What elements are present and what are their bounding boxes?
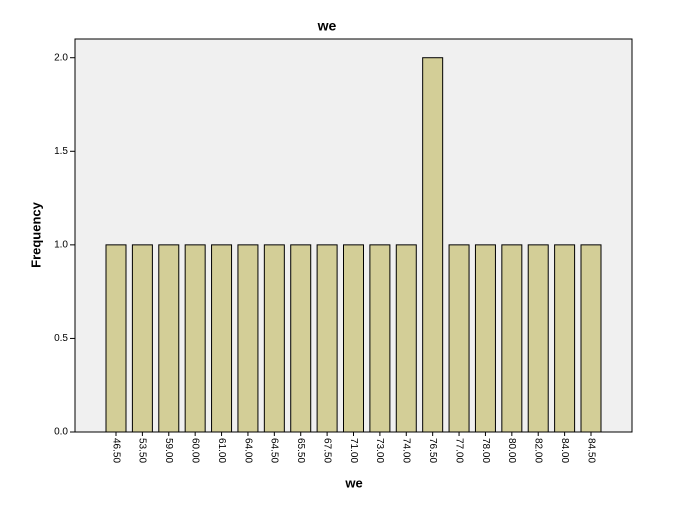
bar	[316, 244, 338, 433]
x-tick-label: 84.50	[585, 438, 596, 463]
bar	[527, 244, 549, 433]
bar	[448, 244, 470, 433]
bar	[105, 244, 127, 433]
bar	[580, 244, 602, 433]
x-tick-label: 71.00	[348, 438, 359, 463]
y-axis-title: Frequency	[28, 201, 43, 268]
x-axis-title: we	[344, 475, 362, 490]
bar	[343, 244, 364, 433]
bar	[395, 244, 417, 433]
bar	[158, 244, 180, 433]
y-tick-label: 0.5	[54, 333, 68, 344]
x-tick-label: 77.00	[453, 438, 464, 463]
x-tick-label: 78.00	[480, 438, 491, 463]
y-tick-label: 0.0	[54, 427, 68, 438]
x-tick-label: 73.00	[374, 438, 385, 463]
bar	[131, 244, 153, 433]
bar	[474, 244, 496, 433]
x-tick-label: 64.00	[242, 438, 253, 463]
chart-title: we	[317, 18, 337, 34]
bar	[501, 244, 523, 433]
x-tick-label: 61.00	[216, 438, 227, 463]
bar	[369, 244, 391, 433]
x-tick-label: 64.50	[269, 438, 280, 463]
x-tick-label: 60.00	[190, 438, 201, 463]
x-tick-label: 80.00	[506, 438, 517, 463]
x-tick-label: 84.00	[559, 438, 570, 463]
x-tick-label: 46.50	[110, 438, 121, 463]
x-tick-label: 53.50	[137, 438, 148, 463]
bar	[184, 244, 206, 433]
x-tick-label: 74.00	[401, 438, 412, 463]
bar	[237, 244, 259, 433]
x-tick-label: 67.50	[321, 438, 332, 463]
bar	[211, 244, 233, 433]
y-tick-label: 1.0	[54, 239, 68, 250]
bar	[290, 244, 312, 433]
x-tick-label: 65.50	[295, 438, 306, 463]
x-tick-label: 76.50	[427, 438, 438, 463]
y-tick-label: 2.0	[54, 52, 68, 63]
bar	[554, 244, 576, 433]
bar	[263, 244, 285, 433]
y-tick-label: 1.5	[54, 146, 68, 157]
x-tick-label: 59.00	[163, 438, 174, 463]
bar	[422, 57, 444, 433]
x-tick-label: 82.00	[533, 438, 544, 463]
